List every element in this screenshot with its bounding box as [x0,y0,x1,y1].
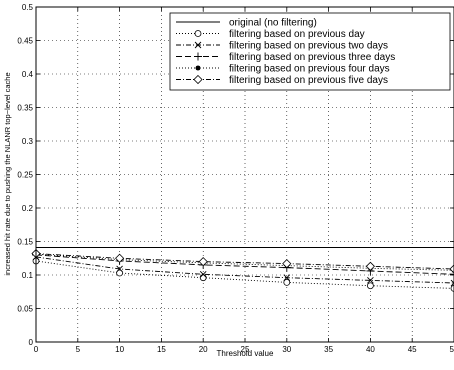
legend-entry-5: filtering based on previous four days [176,64,390,75]
series-line [35,256,454,284]
y-tick-label: 0.35 [17,104,33,113]
marker-x [450,279,454,287]
marker-x [116,265,123,273]
marker-star-rays [195,65,201,71]
y-tick-label: 0.45 [17,37,33,46]
y-tick-label: 0 [29,338,34,347]
series-6 [31,248,454,274]
legend-entry-2: filtering based on previous day [176,29,365,40]
x-tick-label: 0 [34,345,39,354]
legend-label: filtering based on previous two days [229,41,388,52]
legend-label: filtering based on previous three days [229,52,395,63]
marker-circle [366,282,374,290]
y-tick-label: 0.3 [22,137,34,146]
x-tick-label: 25 [241,345,250,354]
x-axis-title: Threshold value [217,349,274,358]
x-tick-label: 35 [324,345,333,354]
x-tick-label: 10 [115,345,124,354]
series-line [35,260,454,289]
marker-diamond [282,259,292,269]
marker-diamond [198,257,208,267]
y-tick-label: 0.1 [22,271,34,280]
series-3 [32,253,454,287]
marker-diamond [449,264,454,274]
legend: original (no filtering)filtering based o… [169,12,451,91]
y-tick-label: 0.15 [17,238,33,247]
legend-label: original (no filtering) [229,18,317,29]
x-tick-label: 45 [408,345,417,354]
x-tick-label: 50 [450,345,454,354]
y-tick-label: 0.2 [22,204,34,213]
x-tick-label: 40 [366,345,375,354]
y-axis-title: increased hit rate due to pushing the NL… [3,72,12,275]
marker-x [367,277,374,284]
marker-plus [450,270,454,279]
marker-diamond [365,261,375,271]
legend-entry-1: original (no filtering) [176,18,317,29]
x-tick-label: 30 [282,345,291,354]
marker-x [194,41,202,49]
series-lines [31,247,454,292]
y-tick-label: 0.05 [17,305,33,314]
legend-label: filtering based on previous five days [229,75,388,86]
marker-x [283,274,291,281]
plot-frame [35,6,454,343]
legend-entry-4: filtering based on previous three days [176,52,395,63]
legend-label: filtering based on previous day [229,29,365,40]
marker-circle [283,278,291,286]
marker-circle [199,274,207,282]
x-tick-label: 20 [199,345,208,354]
marker-plus [194,52,202,61]
x-tick-label: 15 [157,345,166,354]
marker-circle [450,285,454,292]
legend-entry-3: filtering based on previous two days [176,41,388,52]
marker-circle [116,269,123,277]
x-tick-label: 5 [76,345,81,354]
y-tick-label: 0.4 [22,70,34,79]
marker-circle [194,30,202,37]
legend-box [169,12,451,91]
axis-ticks: 0 5 10 15 20 25 30 35 40 45 50 0 0.05 0.1 0.15 0.2 0.25 0… [17,3,454,354]
marker-x [199,271,207,278]
marker-diamond [115,253,125,263]
legend-entry-6: filtering based on previous five days [176,74,388,86]
y-tick-label: 0.25 [17,171,33,180]
series-line [35,253,454,271]
legend-label: filtering based on previous four days [229,64,390,75]
marker-diamond [193,74,203,85]
series-line [35,254,454,275]
y-tick-label: 0.5 [22,3,34,12]
